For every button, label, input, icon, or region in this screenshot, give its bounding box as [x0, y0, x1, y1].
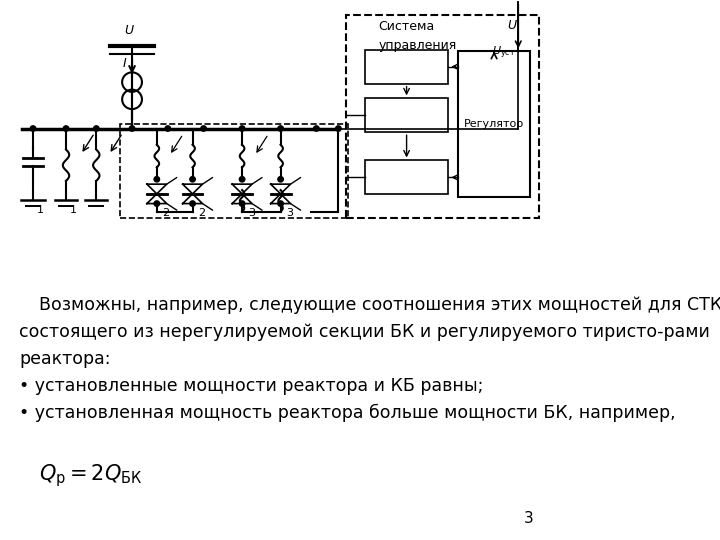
Text: $\mathit{Q}_{\rm р} = 2\mathit{Q}_{\rm БК}$: $\mathit{Q}_{\rm р} = 2\mathit{Q}_{\rm Б… — [38, 462, 142, 489]
Text: управления: управления — [379, 38, 456, 52]
Text: $2$: $2$ — [162, 206, 170, 218]
Text: Регулятор: Регулятор — [464, 119, 524, 129]
Text: $1$: $1$ — [69, 203, 77, 215]
Circle shape — [201, 126, 207, 131]
Circle shape — [190, 177, 195, 182]
Circle shape — [239, 201, 245, 206]
Text: $I$: $I$ — [122, 57, 127, 70]
Circle shape — [130, 126, 135, 131]
Text: Возможны, например, следующие соотношения этих мощностей для СТК,: Возможны, например, следующие соотношени… — [38, 296, 720, 314]
Text: 3: 3 — [524, 511, 534, 526]
Text: $3$: $3$ — [286, 206, 294, 218]
Circle shape — [63, 126, 69, 131]
Text: $U_{\rm уст}$: $U_{\rm уст}$ — [492, 45, 516, 62]
Text: реактора:: реактора: — [19, 350, 111, 368]
Bar — [346, 15, 539, 218]
Text: • установленные мощности реактора и КБ равны;: • установленные мощности реактора и КБ р… — [19, 377, 484, 395]
Bar — [365, 98, 449, 132]
Text: $1$: $1$ — [36, 203, 44, 215]
Circle shape — [278, 201, 284, 206]
Circle shape — [314, 126, 319, 131]
Circle shape — [336, 126, 341, 131]
Circle shape — [239, 126, 245, 131]
Circle shape — [154, 177, 160, 182]
Circle shape — [278, 177, 284, 182]
Circle shape — [154, 201, 160, 206]
Circle shape — [190, 201, 195, 206]
Text: $U$: $U$ — [125, 24, 135, 37]
Bar — [365, 50, 449, 84]
Bar — [365, 160, 449, 194]
Bar — [120, 124, 348, 218]
Text: $2$: $2$ — [198, 206, 206, 218]
Circle shape — [30, 126, 36, 131]
Bar — [459, 51, 530, 197]
Text: $U$: $U$ — [508, 18, 518, 32]
Text: • установленная мощность реактора больше мощности БК, например,: • установленная мощность реактора больше… — [19, 404, 676, 422]
Circle shape — [165, 126, 171, 131]
Text: $3$: $3$ — [248, 206, 256, 218]
Circle shape — [239, 177, 245, 182]
Circle shape — [278, 126, 284, 131]
Circle shape — [94, 126, 99, 131]
Text: состоящего из нерегулируемой секции БК и регулируемого тиристо-рами: состоящего из нерегулируемой секции БК и… — [19, 323, 710, 341]
Text: Система: Система — [379, 20, 435, 33]
